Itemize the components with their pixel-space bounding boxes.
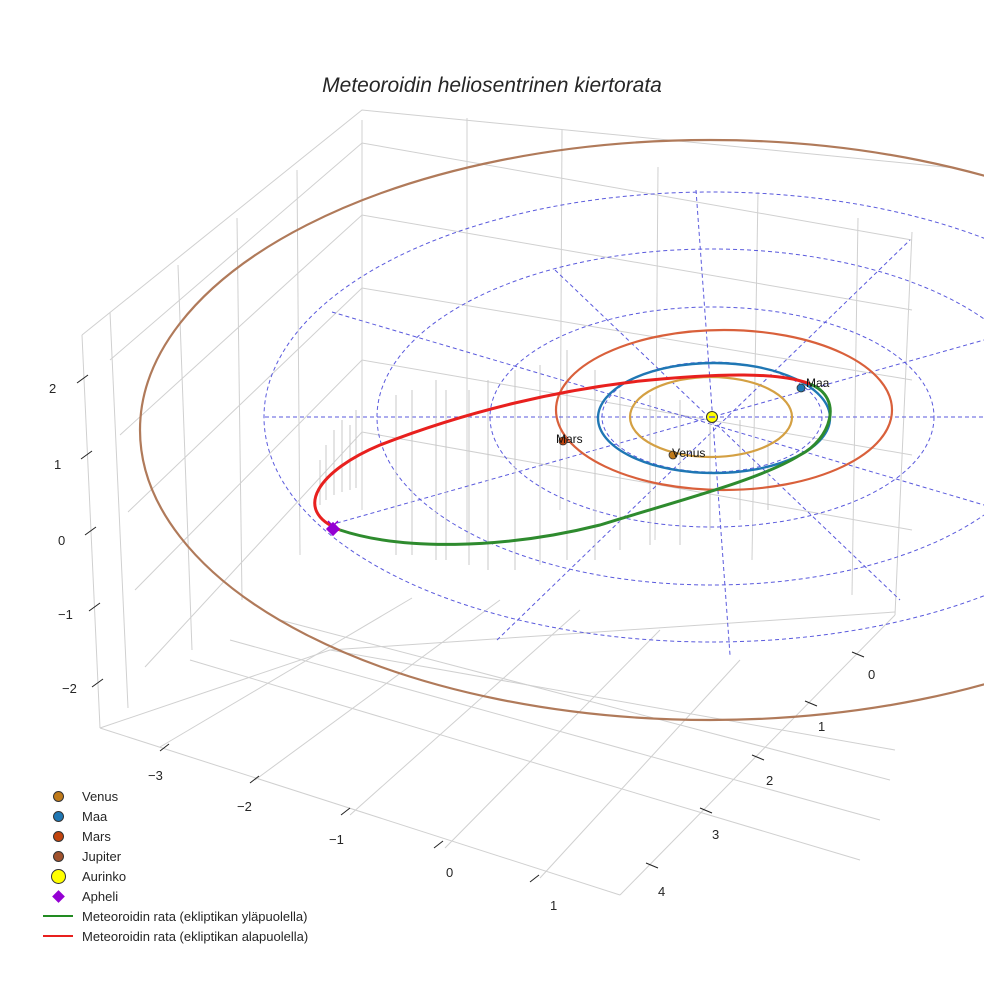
meteoroid-orbit-above [339, 382, 832, 546]
meteoroid-orbit-below [313, 373, 811, 532]
aphelion-marker[interactable] [325, 521, 341, 537]
earth-marker[interactable] [796, 383, 806, 393]
z-tick-2: 2 [49, 381, 56, 396]
earth-dot-icon [52, 810, 64, 822]
legend-item-apheli[interactable]: Apheli [36, 886, 308, 906]
diamond-icon [51, 889, 65, 903]
y-tick-1: 1 [818, 719, 825, 734]
venus-dot-icon [52, 790, 64, 802]
legend-item-mars[interactable]: Mars [36, 826, 308, 846]
mars-marker[interactable] [558, 436, 568, 446]
venus-marker[interactable] [668, 450, 678, 460]
red-line-icon [43, 935, 73, 937]
legend-item-orbit-below[interactable]: Meteoroidin rata (ekliptikan alapuolella… [36, 926, 308, 946]
x-tick-neg3: −3 [148, 768, 163, 783]
legend-item-maa[interactable]: Maa [36, 806, 308, 826]
chart-title: Meteoroidin heliosentrinen kiertorata [322, 74, 662, 97]
axis-box-grid [81, 109, 956, 896]
z-tick-neg1: −1 [58, 607, 73, 622]
z-tick-neg2: −2 [62, 681, 77, 696]
green-line-icon [43, 915, 73, 917]
sun-icon [50, 868, 66, 884]
z-tick-1: 1 [54, 457, 61, 472]
legend-item-aurinko[interactable]: Aurinko [36, 866, 308, 886]
label-venus: Venus [672, 446, 705, 460]
aphelion-cross-b [327, 520, 339, 532]
mars-dot-icon [52, 830, 64, 842]
x-axis [159, 743, 540, 883]
y-tick-2: 2 [766, 773, 773, 788]
jupiter-orbit [139, 138, 984, 722]
orbit-projection-stems [319, 350, 769, 570]
y-axis [645, 651, 865, 869]
z-tick-0: 0 [58, 533, 65, 548]
legend-item-venus[interactable]: Venus [36, 786, 308, 806]
x-tick-0: 0 [446, 865, 453, 880]
y-tick-4: 4 [658, 884, 665, 899]
mars-orbit [554, 328, 894, 492]
jupiter-dot-icon [52, 850, 64, 862]
y-tick-3: 3 [712, 827, 719, 842]
label-mars: Mars [556, 432, 583, 446]
label-maa: Maa [806, 376, 830, 390]
x-tick-neg2: −2 [237, 799, 252, 814]
x-tick-neg1: −1 [329, 832, 344, 847]
legend: Venus Maa Mars Jupiter Aurinko Apheli Me… [36, 786, 308, 946]
legend-item-jupiter[interactable]: Jupiter [36, 846, 308, 866]
y-tick-0: 0 [868, 667, 875, 682]
x-tick-1: 1 [550, 898, 557, 913]
z-axis [76, 374, 104, 688]
legend-item-orbit-above[interactable]: Meteoroidin rata (ekliptikan yläpuolella… [36, 906, 308, 926]
